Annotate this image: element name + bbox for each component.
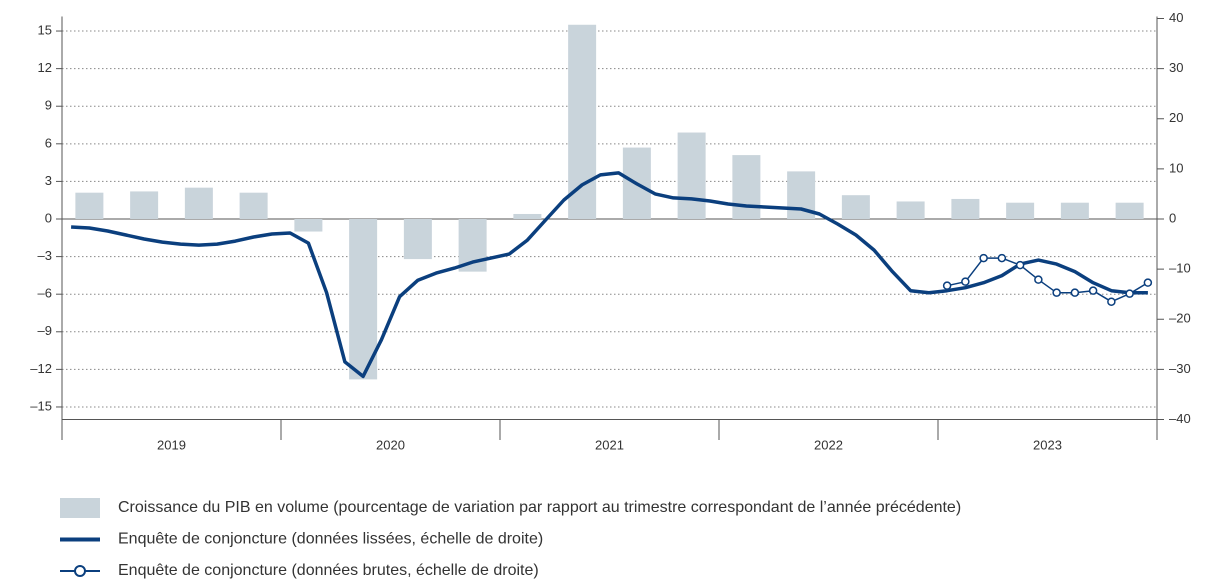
raw-point [1107, 297, 1116, 306]
y-tick-label: 15 [38, 22, 52, 37]
x-tick-label: 2019 [157, 437, 186, 452]
bar [75, 192, 104, 219]
raw-point [1052, 288, 1061, 297]
y2-tick-label: –10 [1169, 261, 1191, 276]
bar [513, 213, 542, 219]
raw-point [979, 253, 988, 263]
bar [951, 198, 980, 219]
bar [349, 219, 378, 380]
y2-tick-label: 30 [1169, 60, 1183, 75]
y2-tick-label: 40 [1169, 10, 1183, 25]
raw-point [1125, 289, 1134, 298]
bar [239, 192, 268, 219]
smoothed-line [71, 171, 1148, 379]
raw-point [1143, 278, 1153, 287]
raw-point [1015, 260, 1025, 270]
y-tick-label: –15 [30, 398, 52, 413]
bar [403, 219, 432, 260]
bar [184, 187, 213, 219]
y2-tick-label: –30 [1169, 361, 1191, 376]
bar [896, 201, 925, 219]
raw-line [946, 257, 1149, 303]
bar [294, 219, 323, 232]
bar [1115, 202, 1144, 219]
legend-label: Croissance du PIB en volume (pourcentage… [118, 499, 961, 516]
y-tick-label: –3 [38, 248, 52, 263]
y-tick-label: 9 [45, 98, 52, 113]
bar [841, 195, 870, 219]
bar [130, 191, 159, 219]
legend-label: Enquête de conjoncture (données brutes, … [118, 562, 539, 579]
y-tick-label: 12 [38, 60, 52, 75]
x-tick-label: 2021 [595, 437, 624, 452]
bar [1060, 202, 1089, 219]
y-tick-label: –12 [30, 361, 52, 376]
legend-swatch [60, 498, 100, 518]
raw-point [961, 277, 970, 286]
bar [1006, 202, 1035, 219]
x-tick-label: 2022 [814, 437, 843, 452]
raw-point [942, 281, 952, 290]
x-tick-label: 2023 [1033, 437, 1062, 452]
raw-point [1088, 286, 1098, 295]
y-tick-label: –6 [38, 286, 52, 301]
y2-tick-label: 20 [1169, 110, 1183, 125]
raw-point [1070, 288, 1080, 297]
y2-tick-label: –20 [1169, 311, 1191, 326]
y2-tick-label: 10 [1169, 160, 1183, 175]
y2-tick-label: –40 [1169, 411, 1191, 426]
legend-label: Enquête de conjoncture (données lissées,… [118, 531, 543, 548]
y-tick-label: 3 [45, 173, 52, 188]
y-tick-label: –9 [38, 323, 52, 338]
bar [677, 132, 706, 219]
y-tick-label: 6 [45, 135, 52, 150]
bar [568, 24, 597, 219]
y2-tick-label: 0 [1169, 210, 1176, 225]
x-tick-label: 2020 [376, 437, 405, 452]
legend-marker [74, 565, 86, 577]
raw-point [997, 253, 1007, 263]
raw-point [1034, 275, 1043, 284]
bar [732, 155, 761, 219]
y-tick-label: 0 [45, 210, 52, 225]
